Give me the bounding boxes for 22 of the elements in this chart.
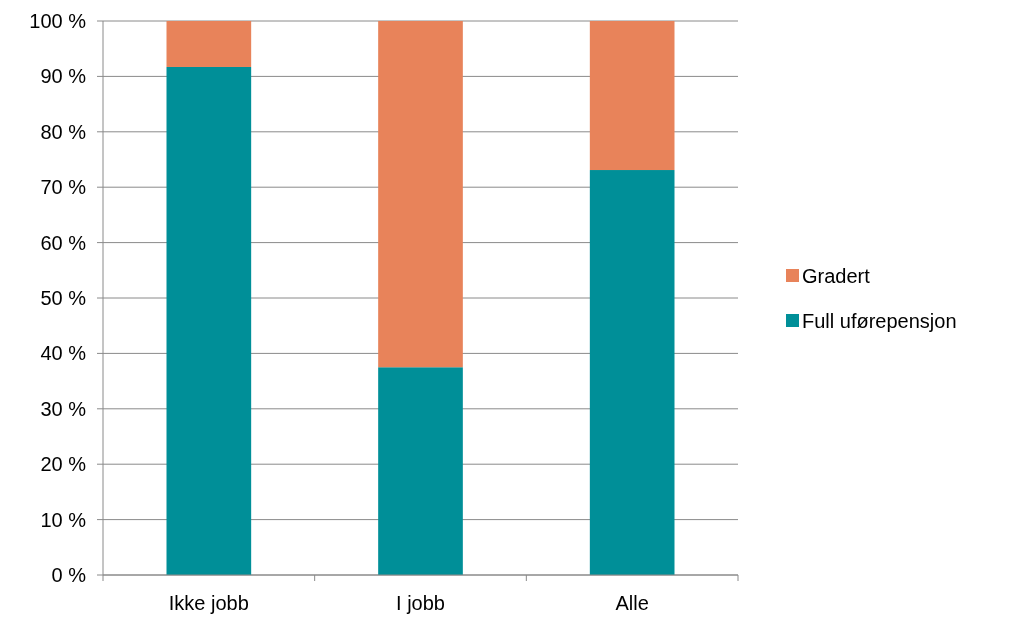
bar <box>166 21 252 67</box>
legend-label: Full uførepensjon <box>802 310 957 332</box>
x-tick-label: Ikke jobb <box>168 592 249 614</box>
bar <box>589 170 675 575</box>
x-tick-label: I jobb <box>396 592 445 614</box>
bar <box>589 21 675 171</box>
y-tick-label: 80 % <box>40 120 87 143</box>
y-tick-label: 100 % <box>29 10 87 32</box>
y-tick-label: 90 % <box>40 65 87 88</box>
legend-label: Gradert <box>802 265 871 287</box>
bar <box>378 367 463 575</box>
y-tick-label: 30 % <box>40 397 87 420</box>
y-tick-label: 60 % <box>40 231 87 254</box>
bar <box>166 66 252 575</box>
y-tick-label: 20 % <box>40 453 87 476</box>
y-tick-label: 0 % <box>51 564 87 586</box>
bar <box>378 21 463 368</box>
y-tick-label: 40 % <box>40 342 87 365</box>
y-tick-label: 10 % <box>40 508 87 531</box>
y-tick-label: 50 % <box>40 287 87 309</box>
x-tick-label: Alle <box>615 592 649 614</box>
y-tick-label: 70 % <box>40 176 87 199</box>
